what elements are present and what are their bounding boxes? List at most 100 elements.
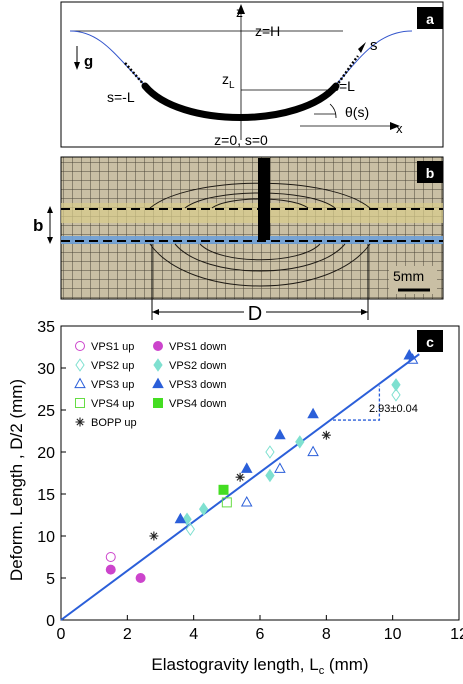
data-point: [185, 522, 196, 537]
legend-label: VPS2 down: [169, 360, 226, 372]
data-point: [403, 348, 416, 360]
legend-marker: [153, 341, 163, 351]
d-label: D: [248, 303, 262, 325]
y-tick-label: 15: [37, 487, 55, 504]
panel-a-tag: a: [426, 11, 434, 27]
x-axis-title: Elastogravity length, Lc (mm): [151, 655, 368, 677]
legend-label: VPS3 down: [169, 379, 226, 391]
data-point: [265, 445, 275, 459]
y-tick-label: 25: [37, 403, 55, 420]
data-point: [198, 502, 209, 516]
panel-a-frame: [60, 1, 444, 148]
data-point: [391, 378, 401, 392]
data-point: [240, 462, 253, 473]
z-l-label: zL: [222, 71, 235, 91]
vertical-strip: [258, 158, 270, 240]
panel-a-tag-box: [417, 7, 443, 29]
data-point: [274, 462, 286, 473]
fit-line-group: [60, 353, 420, 621]
data-point: [182, 512, 192, 526]
data-point: [218, 484, 229, 495]
legend-label: VPS1 down: [169, 341, 226, 353]
legend-marker: [75, 417, 85, 427]
data-point: [105, 564, 116, 575]
y-tick-label: 30: [37, 361, 55, 378]
deformed-region: [141, 82, 340, 121]
legend-marker: [153, 398, 163, 408]
d-arrow-right-icon: [361, 309, 368, 315]
legend-label: VPS3 up: [91, 379, 134, 391]
data-point: [105, 552, 116, 562]
z-axis-label: z: [236, 4, 243, 20]
data-points: [105, 348, 419, 583]
x-axis-label: x: [396, 121, 403, 136]
x-tick-label: 0: [57, 626, 66, 643]
z-h-label: z=H: [255, 23, 280, 39]
y-tick-label: 5: [46, 571, 55, 588]
data-point: [235, 472, 245, 482]
slope-label: 2.93±0.04: [369, 403, 418, 415]
x-tick-label: 12: [450, 626, 463, 643]
d-arrow-left-icon: [152, 309, 159, 315]
axis-ticks: 0 2 4 6 8 10 12 0 5 10 15 20 25 30 35: [37, 319, 463, 643]
gravity-arrow-icon: [74, 62, 80, 70]
x-tick-label: 6: [256, 626, 265, 643]
data-point: [307, 445, 319, 457]
legend-label: VPS4 down: [169, 398, 226, 410]
panel-b-tag-box: [417, 161, 443, 183]
data-point: [149, 531, 159, 541]
data-point: [307, 407, 319, 419]
b-label: b: [33, 216, 43, 235]
x-tick-label: 4: [189, 626, 198, 643]
legend-label: VPS1 up: [91, 341, 134, 353]
legend-marker: [152, 377, 164, 389]
gravity-label: g: [84, 53, 93, 70]
x-tick-label: 2: [123, 626, 132, 643]
legend-marker: [75, 358, 85, 372]
panel-b-tag: b: [426, 165, 435, 181]
data-point: [265, 468, 275, 483]
data-point: [240, 495, 253, 507]
b-arrow-up-icon: [47, 206, 53, 213]
scale-bar-label: 5mm: [393, 268, 424, 284]
s-minus-l-label: s=-L: [107, 89, 135, 105]
x-tick-label: 10: [384, 626, 402, 643]
panel-b-frame: [60, 156, 444, 300]
y-tick-label: 10: [37, 529, 55, 546]
theta-angle-arc: [329, 103, 337, 119]
legend-marker: [153, 358, 163, 372]
slope-triangle: [332, 385, 381, 421]
legend-marker: [75, 398, 85, 408]
panel-c-tag: c: [426, 334, 434, 350]
legend-marker: [75, 341, 85, 351]
y-tick-label: 35: [37, 319, 55, 336]
panel-c-tag-box: [417, 330, 443, 352]
legend: VPS1 up VPS2 up VPS3 up VPS4 up BOPP up VPS1 …: [74, 341, 226, 429]
legend-label: VPS2 up: [91, 360, 134, 372]
data-point: [174, 512, 187, 524]
data-point: [321, 430, 331, 440]
legend-label: VPS4 up: [91, 398, 134, 410]
data-point: [295, 435, 305, 449]
y-tick-label: 20: [37, 445, 55, 462]
data-point: [274, 428, 286, 440]
y-axis-title: Deform. Length , D/2 (mm): [7, 379, 26, 581]
s-arrow-label: s: [370, 37, 378, 54]
legend-label: BOPP up: [91, 417, 137, 429]
data-point: [135, 573, 146, 583]
x-axis-arrow-icon: [390, 122, 400, 130]
s-direction-arrow-icon: [358, 42, 366, 53]
fit-line: [60, 353, 420, 621]
d-label-bg: [244, 300, 266, 322]
data-point: [221, 497, 232, 508]
z-axis-arrow-icon: [237, 4, 245, 14]
x-tick-label: 8: [322, 626, 331, 643]
y-tick-label: 0: [46, 613, 55, 630]
s-l-label: s=L: [332, 78, 355, 94]
legend-marker: [74, 377, 86, 389]
origin-label: z=0, s=0: [214, 132, 268, 148]
data-point: [391, 388, 401, 402]
